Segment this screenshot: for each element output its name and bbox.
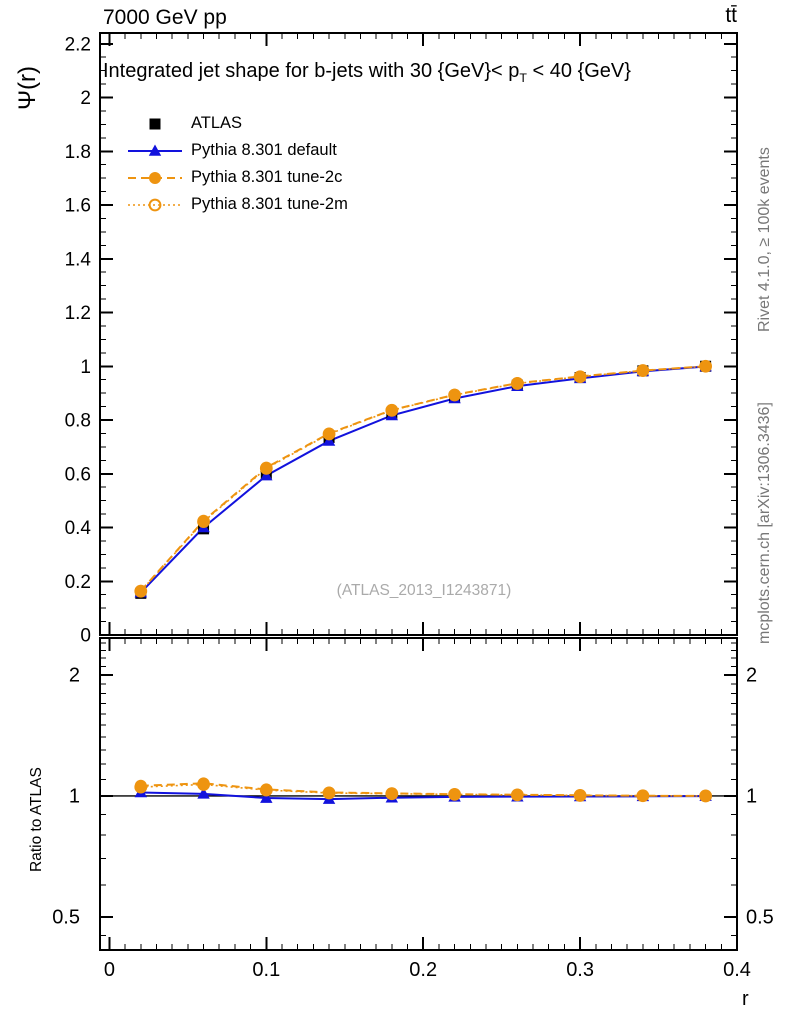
marker-open-circle <box>322 786 336 800</box>
legend-item-pythia-8-301-tune-2m: Pythia 8.301 tune-2m <box>126 191 348 218</box>
legend-item-atlas: ATLAS <box>126 110 348 137</box>
y-tick-label: 1.6 <box>65 196 91 217</box>
series-markers-pythia-8-301-tune-2m <box>134 359 713 598</box>
y-tick-label: 0.6 <box>65 464 91 485</box>
plot-title-text: Integrated jet shape for b-jets with 30 … <box>103 60 520 82</box>
y-tick-label: 0 <box>80 626 91 647</box>
y-tick-label: 1.8 <box>65 142 91 163</box>
y-tick-label: 1 <box>80 357 91 378</box>
marker-open-circle <box>385 403 399 417</box>
process-label: tt̄ <box>725 4 737 27</box>
y-tick-label: 1 <box>69 785 80 807</box>
marker-open-circle <box>259 783 273 797</box>
series-markers-pythia-8-301-default <box>134 360 712 598</box>
marker-open-circle <box>636 364 650 377</box>
mcplots-arxiv-note: mcplots.cern.ch [arXiv:1306.3436] <box>756 402 773 644</box>
series-line-pythia-8-301-default <box>140 365 706 594</box>
ratio-panel: 0.5 0.5 1 1 2 2 0 0.1 0.2 0.3 0.4 <box>52 637 774 981</box>
legend-label: ATLAS <box>191 114 243 132</box>
marker-circle <box>636 364 649 377</box>
y-tick-label-right: 2 <box>746 664 757 686</box>
marker-open-circle <box>148 198 162 211</box>
marker-square <box>149 118 161 129</box>
x-tick-label: 0.3 <box>566 959 594 981</box>
marker-open-circle <box>322 427 336 441</box>
ratio-frame <box>99 637 738 951</box>
marker-circle <box>699 789 712 802</box>
marker-triangle <box>148 144 162 156</box>
ratio-y-axis-title: Ratio to ATLAS <box>28 767 45 872</box>
series-markers-pythia-8-301-tune-2m <box>134 778 713 803</box>
x-tick-label: 0 <box>104 959 115 981</box>
marker-circle <box>574 789 587 802</box>
legend-marker-filled-triangle-icon <box>128 144 182 156</box>
marker-circle <box>699 360 712 373</box>
plot-title-suffix: < 40 {GeV} <box>526 60 631 82</box>
y-tick-label: 0.2 <box>65 572 91 593</box>
marker-open-circle <box>636 789 650 803</box>
marker-triangle <box>260 469 273 481</box>
y-tick-label: 1.2 <box>65 303 91 324</box>
legend-marker-filled-square-icon <box>149 118 161 129</box>
y-tick-label: 0.5 <box>52 907 80 929</box>
legend: ATLAS Pythia 8.301 default Pythia 8.301 tu… <box>126 110 348 218</box>
marker-circle <box>636 789 649 802</box>
plot-title: Integrated jet shape for b-jets with 30 … <box>103 60 631 85</box>
marker-open-circle <box>197 515 210 528</box>
marker-open-circle <box>197 778 210 791</box>
x-tick-label: 0.1 <box>252 959 280 981</box>
marker-open-circle <box>259 461 273 475</box>
marker-open-circle <box>134 584 148 598</box>
marker-circle <box>149 171 161 184</box>
legend-item-pythia-8-301-default: Pythia 8.301 default <box>126 137 348 164</box>
x-tick-label: 0.4 <box>723 959 751 981</box>
marker-open-circle <box>573 370 587 384</box>
series-line-pythia-8-301-tune-2m <box>140 365 706 592</box>
y-tick-label: 2 <box>69 664 80 686</box>
beam-energy-label: 7000 GeV pp <box>103 6 227 29</box>
y-tick-label-right: 0.5 <box>746 907 774 929</box>
legend-label: Pythia 8.301 default <box>191 141 337 159</box>
y-tick-label: 2 <box>80 88 91 109</box>
marker-open-circle <box>385 787 399 801</box>
y-tick-label: 0.8 <box>65 411 91 432</box>
marker-open-circle <box>448 388 461 402</box>
marker-open-circle <box>134 780 148 794</box>
y-tick-label-right: 1 <box>746 785 757 807</box>
legend-label: Pythia 8.301 tune-2c <box>191 168 343 186</box>
marker-triangle <box>197 787 210 799</box>
legend-label: Pythia 8.301 tune-2m <box>191 195 348 213</box>
marker-circle <box>448 788 461 801</box>
marker-circle <box>511 788 524 801</box>
marker-open-circle <box>699 789 713 803</box>
marker-open-circle <box>510 788 524 802</box>
legend-marker-open-circle-icon <box>128 198 182 211</box>
main-panel: 0 0.2 0.4 0.6 0.8 1 1.2 1.4 1.6 1.8 2 2.2 <box>65 32 738 647</box>
plot-title-subscript: T <box>519 71 527 85</box>
series-markers-pythia-8-301-tune-2c <box>134 360 712 597</box>
marker-open-circle <box>448 787 461 801</box>
legend-item-pythia-8-301-tune-2c: Pythia 8.301 tune-2c <box>126 164 348 191</box>
marker-open-circle <box>699 359 713 373</box>
rivet-version-note: Rivet 4.1.0, ≥ 100k events <box>756 147 773 332</box>
marker-triangle <box>260 791 273 803</box>
main-y-axis-title: Ψ(r) <box>14 65 41 110</box>
marker-open-circle <box>573 789 587 802</box>
x-axis-title: r <box>742 988 749 1010</box>
y-tick-label: 0.4 <box>65 518 92 539</box>
main-frame <box>99 32 738 636</box>
x-tick-label: 0.2 <box>409 959 437 981</box>
analysis-id-watermark: (ATLAS_2013_I1243871) <box>336 582 512 599</box>
y-tick-label: 1.4 <box>65 249 92 270</box>
series-line-pythia-8-301-tune-2c <box>140 782 706 797</box>
y-tick-label: 2.2 <box>65 34 91 55</box>
series-line-pythia-8-301-tune-2m <box>140 783 706 797</box>
marker-open-circle <box>510 377 524 390</box>
series-markers-atlas <box>135 360 712 599</box>
series-line-pythia-8-301-tune-2c <box>140 365 706 592</box>
legend-marker-filled-circle-icon <box>128 171 182 184</box>
